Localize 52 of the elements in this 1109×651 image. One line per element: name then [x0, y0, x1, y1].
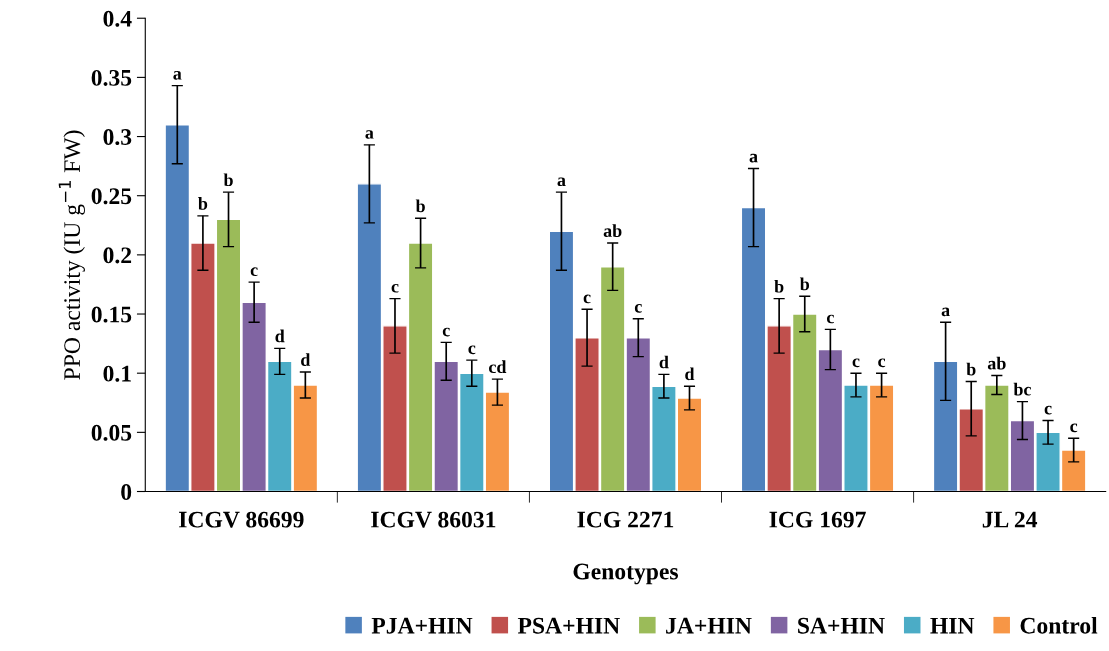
data-label: d	[659, 355, 669, 369]
y-tick-label: 0.15	[91, 306, 132, 323]
data-label: ab	[987, 356, 1006, 370]
data-label: c	[391, 283, 399, 293]
data-label: a	[749, 153, 758, 163]
data-label: a	[365, 130, 374, 139]
data-label: c	[468, 345, 476, 355]
data-label: bc	[1013, 382, 1032, 396]
x-tick-label: ICG 1697	[769, 511, 866, 528]
y-tick-label: 0.05	[91, 424, 132, 441]
legend-label: SA+HIN	[798, 617, 885, 634]
y-tick-label: 0	[121, 484, 132, 500]
data-label: c	[852, 358, 860, 368]
data-label: a	[941, 307, 950, 317]
data-label: d	[275, 329, 285, 343]
legend-label: HIN	[930, 617, 975, 634]
data-label: b	[966, 362, 976, 376]
data-label: d	[685, 367, 695, 381]
x-tick-label: JL 24	[982, 511, 1038, 528]
x-tick-label: ICGV 86031	[371, 511, 496, 528]
data-label: c	[583, 294, 591, 304]
data-label: c	[634, 304, 642, 313]
data-label: a	[173, 70, 182, 80]
y-axis-title: PPO activity (IU g$^{−1}$ FW)	[58, 130, 85, 380]
data-label: ab	[603, 224, 622, 237]
data-label: d	[301, 353, 311, 366]
data-label: c	[1070, 423, 1078, 433]
data-label: b	[223, 173, 233, 187]
legend-label: PJA+HIN	[371, 617, 473, 634]
data-label: c	[250, 267, 258, 277]
y-tick-label: 0.1	[103, 365, 131, 382]
data-label: b	[198, 197, 208, 210]
y-tick-label: 0.2	[103, 247, 132, 264]
y-tick-label: 0.35	[91, 69, 132, 86]
y-tick-label: 0.3	[103, 129, 132, 146]
data-label: cd	[489, 360, 507, 374]
data-label: b	[799, 277, 810, 291]
x-tick-label: ICG 2271	[577, 511, 674, 528]
legend-label: Control	[1020, 617, 1098, 634]
data-label: b	[415, 199, 425, 213]
data-label: c	[878, 358, 886, 368]
legend-label: JA+HIN	[666, 617, 752, 634]
data-label: b	[774, 279, 784, 293]
x-tick-label: ICGV 86699	[179, 511, 304, 528]
y-tick-label: 0.25	[91, 188, 132, 205]
x-axis-title: Genotypes	[573, 563, 679, 585]
data-label: c	[1044, 405, 1052, 415]
data-label: a	[557, 177, 566, 187]
data-label: c	[826, 314, 834, 324]
y-tick-label: 0.4	[103, 10, 132, 27]
legend-label: PSA+HIN	[517, 617, 620, 634]
data-label: c	[442, 327, 450, 337]
